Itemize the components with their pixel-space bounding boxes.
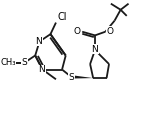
Text: N: N <box>39 65 45 74</box>
Text: S: S <box>10 58 16 67</box>
Text: S: S <box>69 73 74 82</box>
Text: N: N <box>35 37 42 46</box>
Text: CH₃: CH₃ <box>0 58 16 67</box>
Text: O: O <box>73 27 80 36</box>
Text: Cl: Cl <box>57 12 67 22</box>
Text: O: O <box>107 27 114 36</box>
Polygon shape <box>71 75 93 79</box>
Text: S: S <box>21 58 27 67</box>
Text: N: N <box>92 45 98 54</box>
